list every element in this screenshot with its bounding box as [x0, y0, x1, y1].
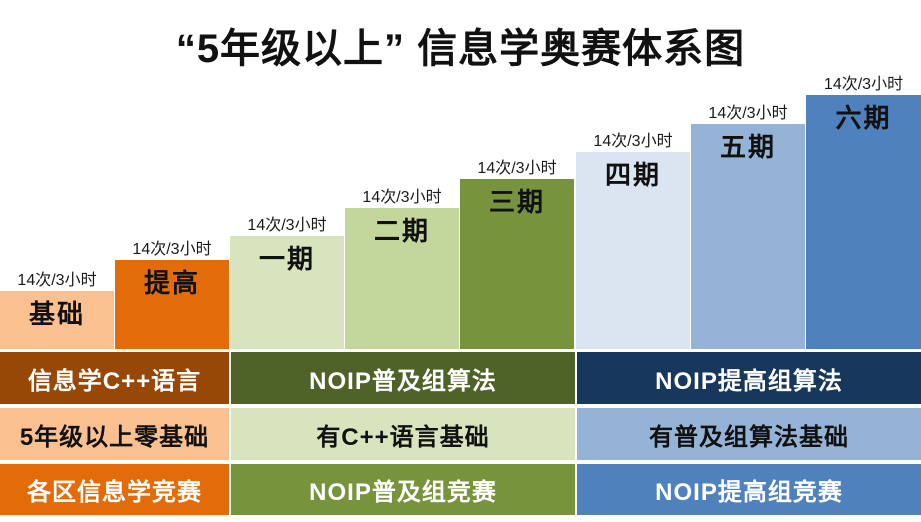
column-block-qi-4: 四期 — [576, 152, 690, 349]
column-block-qi-3: 三期 — [460, 179, 574, 349]
band-cell-noip-pujizu-suanfa: NOIP普及组算法 — [231, 352, 575, 404]
column-sessions-label: 14次/3小时 — [823, 76, 904, 93]
column-sessions-label: 14次/3小时 — [708, 105, 788, 122]
column-block-qi-1: 一期 — [230, 236, 344, 349]
column-label: 三期 — [488, 187, 545, 217]
column-qi-3: 14次/3小时 三期 — [460, 159, 574, 349]
band-cell-cpp-basis: 有C++语言基础 — [231, 408, 575, 460]
column-qi-6: 14次/3小时 六期 — [806, 75, 921, 349]
column-tigao: 14次/3小时 提高 — [115, 240, 229, 349]
column-block-qi-2: 二期 — [345, 208, 459, 349]
band-cell-noip-tigaozu-jingsai: NOIP提高组竞赛 — [577, 464, 921, 515]
column-block-jichu: 基础 — [0, 291, 114, 349]
column-label: 提高 — [143, 268, 200, 298]
band-cell-pujizu-basis: 有普及组算法基础 — [577, 408, 921, 460]
column-block-qi-6: 六期 — [806, 95, 921, 349]
band-cell-district-competition: 各区信息学竞赛 — [0, 464, 229, 515]
column-sessions-label: 14次/3小时 — [477, 160, 557, 177]
page-title: “5年级以上” 信息学奥赛体系图 — [175, 27, 746, 71]
band-competition: 各区信息学竞赛 NOIP普及组竞赛 NOIP提高组竞赛 — [0, 464, 921, 515]
band-cell-zero-basis: 5年级以上零基础 — [0, 408, 229, 460]
band-cell-noip-tigaozu-suanfa: NOIP提高组算法 — [577, 352, 921, 404]
column-block-qi-5: 五期 — [691, 124, 805, 349]
band-cell-cpp-language: 信息学C++语言 — [0, 352, 229, 404]
column-label: 五期 — [719, 132, 776, 162]
column-label: 一期 — [258, 244, 315, 274]
column-sessions-label: 14次/3小时 — [247, 217, 327, 234]
band-course-track: 信息学C++语言 NOIP普及组算法 NOIP提高组算法 — [0, 352, 921, 404]
column-label: 六期 — [835, 103, 892, 133]
column-label: 二期 — [373, 216, 430, 246]
column-label: 四期 — [604, 160, 661, 190]
column-qi-2: 14次/3小时 二期 — [345, 188, 459, 349]
column-block-tigao: 提高 — [115, 260, 229, 349]
column-qi-1: 14次/3小时 一期 — [230, 216, 344, 349]
column-sessions-label: 14次/3小时 — [362, 189, 442, 206]
column-jichu: 14次/3小时 基础 — [0, 271, 114, 349]
column-qi-5: 14次/3小时 五期 — [691, 104, 805, 349]
band-cell-noip-pujizu-jingsai: NOIP普及组竞赛 — [231, 464, 575, 515]
column-sessions-label: 14次/3小时 — [17, 272, 97, 289]
column-sessions-label: 14次/3小时 — [593, 133, 673, 150]
column-label: 基础 — [28, 299, 85, 329]
column-sessions-label: 14次/3小时 — [132, 241, 212, 258]
band-prerequisite: 5年级以上零基础 有C++语言基础 有普及组算法基础 — [0, 408, 921, 460]
column-qi-4: 14次/3小时 四期 — [576, 132, 690, 349]
